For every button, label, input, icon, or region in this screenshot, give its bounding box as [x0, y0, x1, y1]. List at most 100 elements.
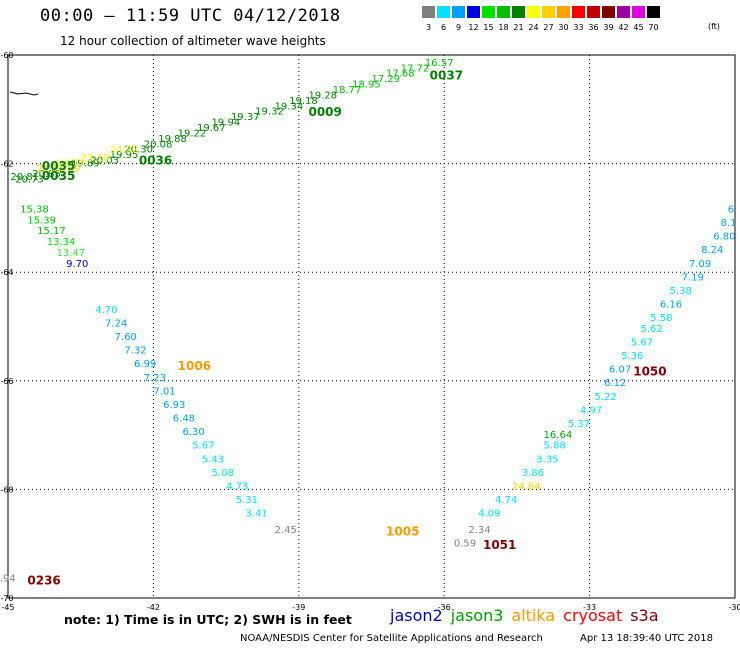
color-scale-labels: 3 6 9 12 15 18 21 24 27 30 33 36 39 42 45 70: [421, 23, 661, 32]
scale-swatch: [601, 5, 616, 19]
scale-swatch: [481, 5, 496, 19]
wave-height-value: 20.81: [10, 172, 39, 183]
pass-time-label: 1005: [386, 525, 419, 539]
wave-height-value: 6.80: [713, 232, 735, 243]
scale-label: 18: [498, 23, 509, 32]
satellite-legend: jason2 jason3 altika cryosat s3a: [390, 606, 667, 625]
wave-height-value: 7.19: [682, 272, 704, 283]
wave-height-value: 5.43: [202, 454, 224, 465]
wave-height-value: 2.34: [468, 525, 490, 536]
x-tick-label: -36: [438, 603, 451, 612]
coastline: [9, 91, 39, 96]
wave-height-value: 18.77: [333, 85, 362, 96]
wave-height-value: 13.34: [47, 237, 76, 248]
wave-height-value: 4.74: [495, 495, 517, 506]
scale-label: 70: [648, 23, 659, 32]
wave-height-value: 7.01: [153, 386, 175, 397]
scale-swatch: [541, 5, 556, 19]
scale-label: 30: [558, 23, 569, 32]
wave-height-value: 19.32: [255, 107, 284, 118]
wave-height-value: 15.39: [27, 215, 56, 226]
y-tick-label: -68: [0, 485, 13, 494]
legend-altika: altika: [511, 606, 556, 625]
x-tick-label: -33: [583, 603, 596, 612]
scale-label: 3: [425, 23, 432, 32]
scale-label: 36: [588, 23, 599, 32]
wave-height-value: 5.88: [544, 441, 566, 452]
wave-height-value: 23.10: [81, 153, 110, 164]
wave-height-value: 7.24: [105, 319, 127, 330]
pass-time-label: 0037: [430, 68, 463, 82]
color-scale: [421, 5, 661, 24]
wave-height-value: 6.07: [609, 365, 631, 376]
legend-s3a: s3a: [630, 606, 659, 625]
pass-time-label: 0035: [42, 159, 75, 173]
wave-height-value: 2.94: [0, 574, 16, 585]
scale-swatch: [466, 5, 481, 19]
wave-height-value: 16.64: [544, 430, 573, 441]
scale-swatch: [526, 5, 541, 19]
wave-height-value: 20.03: [90, 156, 119, 167]
scale-swatch: [511, 5, 526, 19]
wave-height-value: 3.41: [245, 509, 267, 520]
scale-swatch: [556, 5, 571, 19]
scale-swatch: [436, 5, 451, 19]
pass-time-label: 0236: [27, 573, 60, 587]
scale-label: 33: [573, 23, 584, 32]
x-tick-label: -39: [292, 603, 305, 612]
legend-jason2: jason2: [390, 606, 443, 625]
wave-height-value: 6.48: [173, 414, 195, 425]
wave-height-value: 8.1: [720, 218, 736, 229]
scale-swatch: [421, 5, 436, 19]
scale-label: 24: [528, 23, 539, 32]
wave-height-value: 4.73: [226, 481, 248, 492]
wave-height-value: 6.93: [163, 400, 185, 411]
wave-height-value: 3.35: [536, 454, 558, 465]
wave-height-value: 15.17: [37, 226, 66, 237]
wave-height-value: 5.37: [568, 419, 590, 430]
wave-height-value: 7.60: [115, 332, 137, 343]
scale-swatch: [571, 5, 586, 19]
wave-height-value: 4.09: [478, 509, 500, 520]
legend-cryosat: cryosat: [563, 606, 623, 625]
wave-height-value: 5.67: [631, 338, 653, 349]
scale-swatch: [616, 5, 631, 19]
wave-height-value: 5.38: [670, 286, 692, 297]
wave-height-value: 19.28: [308, 90, 337, 101]
wave-height-value: 5.58: [650, 313, 672, 324]
wave-height-value: 9.70: [66, 259, 88, 270]
pass-time-label: 0035: [42, 169, 75, 183]
scale-label: 42: [618, 23, 629, 32]
generated-timestamp: Apr 13 18:39:40 UTC 2018: [580, 633, 713, 644]
wave-height-value: 4.97: [580, 405, 602, 416]
wave-height-value: 19.94: [212, 118, 241, 129]
y-tick-label: -62: [0, 160, 13, 169]
wave-height-value: 0.59: [454, 538, 476, 549]
wave-height-value: 19.37: [231, 112, 260, 123]
footnote: note: 1) Time is in UTC; 2) SWH is in fe…: [64, 612, 352, 627]
y-tick-label: -66: [0, 377, 13, 386]
scale-label: 27: [543, 23, 554, 32]
wave-height-value: 6: [728, 204, 734, 215]
wave-height-value: 17.29: [372, 74, 401, 85]
scale-label: 45: [633, 23, 644, 32]
wave-height-value: 19.18: [289, 96, 318, 107]
wave-height-value: 19.89: [71, 158, 100, 169]
y-tick-label: -60: [0, 51, 13, 60]
chart-subtitle: 12 hour collection of altimeter wave hei…: [60, 34, 326, 48]
wave-height-value: 5.31: [236, 495, 258, 506]
scale-label: 21: [513, 23, 524, 32]
scale-label: 15: [483, 23, 494, 32]
scale-label: 12: [468, 23, 479, 32]
wave-height-value: 20.85: [32, 169, 61, 180]
wave-height-value: 21.89: [52, 164, 81, 175]
y-tick-label: -64: [0, 268, 13, 277]
x-tick-label: -45: [1, 603, 14, 612]
legend-jason3: jason3: [450, 606, 504, 625]
scale-swatch: [646, 5, 661, 19]
plot-frame: [7, 54, 736, 599]
wave-height-value: 17.72: [401, 63, 430, 74]
pass-time-label: 1051: [483, 538, 516, 552]
wave-height-value: 16.57: [425, 58, 454, 69]
